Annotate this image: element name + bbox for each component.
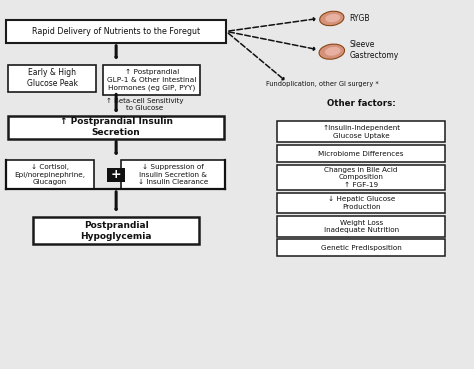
Text: ↑ Beta-cell Sensitivity
to Glucose: ↑ Beta-cell Sensitivity to Glucose	[106, 98, 183, 111]
Text: Postprandial
Hypoglycemia: Postprandial Hypoglycemia	[81, 221, 152, 241]
Text: Microbiome Differences: Microbiome Differences	[319, 151, 404, 157]
Text: Early & High
Glucose Peak: Early & High Glucose Peak	[27, 68, 78, 88]
Text: Genetic Predisposition: Genetic Predisposition	[321, 245, 401, 251]
Ellipse shape	[319, 11, 344, 26]
Text: ↓ Hepatic Glucose
Production: ↓ Hepatic Glucose Production	[328, 196, 395, 210]
FancyBboxPatch shape	[9, 116, 224, 139]
FancyBboxPatch shape	[277, 216, 446, 237]
Text: ↑ Postprandial Insulin
Secretion: ↑ Postprandial Insulin Secretion	[60, 117, 173, 137]
Text: Rapid Delivery of Nutrients to the Foregut: Rapid Delivery of Nutrients to the Foreg…	[32, 27, 200, 36]
Text: Changes in Bile Acid
Composition
↑ FGF-19: Changes in Bile Acid Composition ↑ FGF-1…	[324, 167, 398, 188]
Text: ↑Insulin-Independent
Glucose Uptake: ↑Insulin-Independent Glucose Uptake	[322, 125, 400, 138]
Ellipse shape	[319, 44, 345, 59]
Text: ↓ Cortisol,
Epi/norepinephrine,
Glucagon: ↓ Cortisol, Epi/norepinephrine, Glucagon	[14, 164, 85, 185]
FancyBboxPatch shape	[277, 121, 446, 142]
Text: RYGB: RYGB	[349, 14, 370, 23]
FancyBboxPatch shape	[6, 160, 94, 189]
Text: Sleeve
Gastrectomy: Sleeve Gastrectomy	[349, 40, 399, 59]
Ellipse shape	[325, 47, 341, 56]
Ellipse shape	[325, 14, 340, 22]
FancyBboxPatch shape	[277, 165, 446, 190]
Text: Other factors:: Other factors:	[327, 99, 396, 108]
Text: ↑ Postprandial
GLP-1 & Other Intestinal
Hormones (eg GIP, PYY): ↑ Postprandial GLP-1 & Other Intestinal …	[107, 69, 196, 91]
Text: Fundoplication, other GI surgery *: Fundoplication, other GI surgery *	[266, 81, 379, 87]
FancyBboxPatch shape	[277, 193, 446, 213]
FancyBboxPatch shape	[277, 145, 446, 162]
FancyBboxPatch shape	[277, 239, 446, 256]
Text: ↓ Suppression of
Insulin Secretion &
↓ Insulin Clearance: ↓ Suppression of Insulin Secretion & ↓ I…	[138, 164, 208, 185]
FancyBboxPatch shape	[107, 168, 125, 182]
FancyBboxPatch shape	[103, 65, 200, 95]
FancyBboxPatch shape	[121, 160, 225, 189]
FancyBboxPatch shape	[6, 20, 227, 43]
FancyBboxPatch shape	[33, 217, 199, 244]
Text: Weight Loss
Inadequate Nutrition: Weight Loss Inadequate Nutrition	[324, 220, 399, 233]
FancyBboxPatch shape	[9, 65, 96, 92]
Text: +: +	[111, 168, 121, 181]
